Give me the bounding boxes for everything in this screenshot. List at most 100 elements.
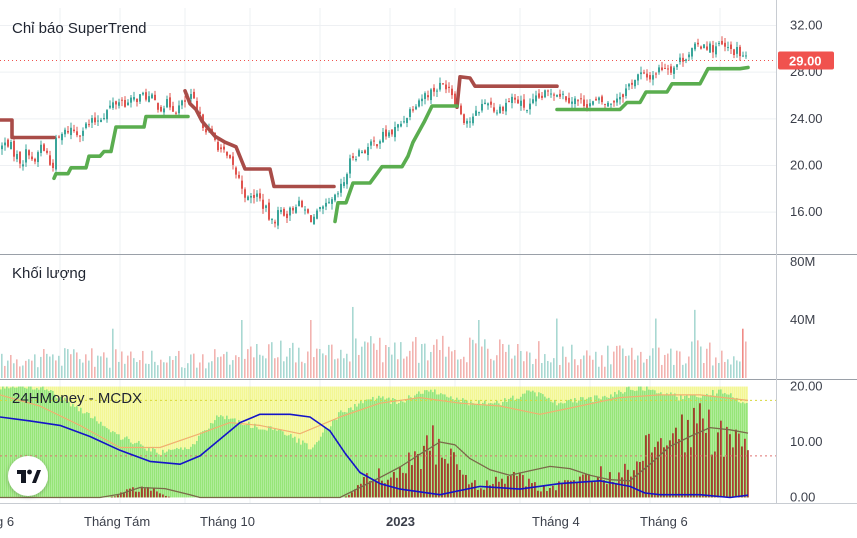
mcdx-hot-money-bar <box>248 421 250 498</box>
volume-bar <box>28 359 30 378</box>
mcdx-banker-bar <box>369 481 371 498</box>
mcdx-banker-bar <box>645 435 647 498</box>
mcdx-hot-money-bar <box>324 427 326 498</box>
candle-body <box>436 90 438 92</box>
mcdx-hot-money-bar <box>472 403 474 498</box>
volume-bar <box>523 361 525 378</box>
mcdx-hot-money-bar <box>524 393 526 498</box>
mcdx-retail-bar <box>144 386 146 498</box>
mcdx-hot-money-bar <box>412 398 414 498</box>
mcdx-banker-bar <box>723 456 725 498</box>
candle-body <box>298 200 300 207</box>
mcdx-hot-money-bar <box>480 405 482 498</box>
volume-bar <box>568 362 570 378</box>
mcdx-hot-money-bar <box>740 403 742 498</box>
mcdx-hot-money-bar <box>578 400 580 498</box>
volume-bar <box>238 357 240 378</box>
volume-pane <box>1 306 747 378</box>
mcdx-banker-bar <box>126 489 128 498</box>
mcdx-hot-money-bar <box>640 386 642 498</box>
mcdx-hot-money-bar <box>572 402 574 498</box>
mcdx-retail-bar <box>134 386 136 498</box>
candle-body <box>631 82 633 85</box>
volume-bar <box>562 346 564 378</box>
candle-body <box>514 97 516 100</box>
mcdx-banker-bar <box>459 469 461 498</box>
mcdx-retail-bar <box>152 386 154 498</box>
candle-body <box>544 90 546 98</box>
mcdx-retail-bar <box>308 386 310 498</box>
volume-bar <box>265 358 267 378</box>
candle-body <box>205 128 207 133</box>
mcdx-hot-money-bar <box>148 446 150 498</box>
volume-bar <box>691 341 693 378</box>
volume-bar <box>70 354 72 378</box>
candle-body <box>139 94 141 102</box>
volume-bar <box>67 349 69 378</box>
mcdx-hot-money-bar <box>300 444 302 498</box>
mcdx-banker-bar <box>492 483 494 498</box>
candle-body <box>166 99 168 108</box>
mcdx-retail-bar <box>180 386 182 498</box>
price-axis[interactable]: 32.0028.0024.0020.0016.0080M40M20.0010.0… <box>778 18 834 505</box>
last-price-tag <box>778 51 834 70</box>
candle-body <box>103 117 105 119</box>
candle-body <box>610 103 612 105</box>
mcdx-hot-money-bar <box>568 399 570 498</box>
mcdx-hot-money-bar <box>24 387 26 498</box>
candle-body <box>484 102 486 105</box>
mcdx-hot-money-bar <box>372 396 374 498</box>
mcdx-hot-money-bar <box>380 397 382 498</box>
mcdx-hot-money-bar <box>70 406 72 498</box>
mcdx-banker-bar <box>675 427 677 498</box>
tradingview-logo-icon[interactable] <box>8 456 48 496</box>
volume-bar <box>319 349 321 378</box>
candle-body <box>382 131 384 142</box>
mcdx-hot-money-bar <box>38 389 40 498</box>
mcdx-hot-money-bar <box>366 399 368 498</box>
volume-bar <box>226 351 228 378</box>
mcdx-hot-money-bar <box>120 439 122 498</box>
mcdx-hot-money-bar <box>632 390 634 498</box>
volume-bar <box>232 360 234 378</box>
candle-body <box>580 98 582 100</box>
price-tick-label: 20.00 <box>790 158 823 173</box>
mcdx-hot-money-bar <box>326 429 328 498</box>
candle-body <box>412 109 414 111</box>
mcdx-banker-bar <box>546 491 548 498</box>
mcdx-banker-bar <box>588 474 590 498</box>
mcdx-banker-bar <box>477 489 479 498</box>
mcdx-banker-bar <box>351 492 353 498</box>
mcdx-hot-money-bar <box>134 443 136 498</box>
mcdx-banker-bar <box>654 447 656 498</box>
candle-body <box>355 159 357 161</box>
mcdx-banker-bar <box>408 452 410 498</box>
mcdx-hot-money-bar <box>82 413 84 498</box>
candle-body <box>328 201 330 203</box>
volume-bar <box>472 339 474 378</box>
mcdx-hot-money-bar <box>378 395 380 498</box>
mcdx-hot-money-bar <box>386 398 388 498</box>
candle-body <box>745 55 747 57</box>
mcdx-retail-bar <box>314 386 316 498</box>
mcdx-hot-money-bar <box>662 395 664 498</box>
mcdx-hot-money-bar <box>200 432 202 498</box>
volume-bar <box>349 361 351 378</box>
mcdx-hot-money-bar <box>166 451 168 498</box>
mcdx-hot-money-bar <box>178 448 180 498</box>
mcdx-banker-bar <box>585 474 587 498</box>
mcdx-hot-money-bar <box>518 398 520 498</box>
mcdx-hot-money-bar <box>692 394 694 498</box>
volume-bar <box>436 339 438 378</box>
mcdx-hot-money-bar <box>542 394 544 498</box>
time-axis[interactable]: g 6 Tháng Tám Tháng 10 2023 Tháng 4 Tháng 6 <box>0 514 688 529</box>
candle-body <box>73 129 75 132</box>
candle-body <box>358 150 360 157</box>
volume-bar <box>667 353 669 378</box>
mcdx-banker-bar <box>414 451 416 498</box>
mcdx-banker-bar <box>570 480 572 498</box>
mcdx-hot-money-bar <box>416 393 418 498</box>
mcdx-hot-money-bar <box>318 440 320 498</box>
